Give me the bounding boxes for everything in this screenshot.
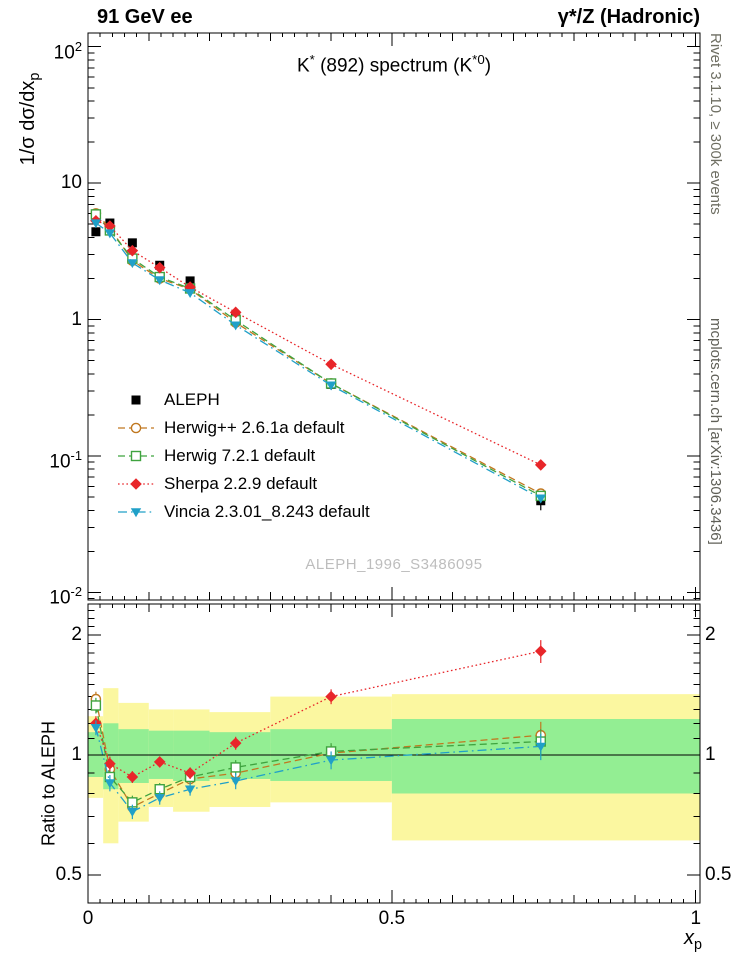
marker-triangle-down-icon [154, 276, 165, 286]
analysis-watermark: ALEPH_1996_S3486095 [305, 556, 483, 573]
y-axis-tick-label-ratio-right: 2 [705, 623, 716, 645]
y-axis-tick-label-top: 102 [53, 38, 82, 64]
legend-item-herwig-2-6-1a-default: Herwig++ 2.6.1a default [116, 414, 370, 442]
spectrum-series-vincia-2-3-01-8-243-default [90, 219, 546, 504]
marker-triangle-down-icon [535, 494, 546, 504]
y-axis-tick-label-top: 10 [60, 172, 82, 194]
x-axis-label-sub: p [694, 937, 703, 953]
marker-diamond-filled-icon [229, 306, 242, 319]
rivet-version-text: Rivet 3.1.10, ≥ 300k events [707, 33, 724, 215]
series-line [95, 727, 541, 813]
marker-triangle-down-icon [130, 508, 142, 518]
legend-label: Vincia 2.3.01_8.243 default [164, 502, 370, 521]
y-axis-tick-label-top: 1 [71, 308, 82, 330]
top-panel-frame [87, 32, 701, 601]
x-axis-label: xp [684, 927, 702, 953]
plot-title: K* (892) spectrum (K*0) [88, 52, 700, 77]
legend-item-herwig-7-2-1-default: Herwig 7.2.1 default [116, 442, 370, 470]
legend: ALEPH Herwig++ 2.6.1a default Herwig 7.2.1… [116, 386, 370, 526]
y-axis-tick-label-ratio-left: 1 [71, 743, 82, 765]
marker-square-open-icon [90, 700, 102, 711]
legend-label: Herwig++ 2.6.1a default [164, 418, 345, 437]
y-axis-label-top-sub: p [27, 72, 43, 81]
y-axis-label-bottom: Ratio to ALEPH [38, 720, 59, 847]
marker-triangle-down-icon [184, 289, 196, 299]
marker-diamond-filled-icon [229, 737, 242, 749]
y-axis-tick-label-ratio-left: 2 [71, 623, 82, 645]
uncertainty-bands [88, 688, 700, 844]
y-axis-tick-label-ratio-left: 0.5 [55, 863, 82, 885]
plot-title-post: ) [484, 55, 492, 77]
y-axis-tick-label-ratio-right: 1 [705, 743, 716, 765]
marker-triangle-down-icon [127, 808, 138, 817]
marker-triangle-down-icon [154, 794, 165, 804]
marker-triangle-down-icon [325, 756, 337, 766]
marker-triangle-down-icon [104, 229, 116, 239]
legend-label: Herwig 7.2.1 default [164, 446, 316, 465]
marker-diamond-filled-icon [104, 757, 116, 770]
marker-triangle-down-icon [535, 742, 546, 752]
y-axis-tick-label-top: 10-2 [49, 584, 82, 609]
marker-triangle-down-icon [184, 785, 196, 795]
y-axis-tick-label-ratio-right: 0.5 [705, 863, 732, 885]
marker-diamond-filled-icon [325, 358, 337, 371]
green-band-bin [391, 719, 700, 794]
marker-diamond-filled-icon [534, 645, 547, 657]
legend-marker-icon [118, 450, 154, 462]
marker-triangle-down-icon [127, 259, 138, 269]
marker-square-filled-icon [127, 238, 137, 248]
process-title: γ*/Z (Hadronic) [557, 6, 700, 28]
marker-diamond-filled-icon [153, 756, 166, 768]
series-line [95, 650, 541, 778]
marker-triangle-down-icon [230, 777, 241, 787]
legend-marker-icon [131, 395, 141, 405]
legend-item-vincia-2-3-01-8-243-default: Vincia 2.3.01_8.243 default [116, 498, 370, 526]
marker-diamond-filled-icon [130, 478, 142, 490]
ratio-series-vincia-2-3-01-8-243-default [90, 720, 546, 820]
y-axis-label-top-text: 1/σ dσ/dx [17, 80, 39, 166]
legend-marker-icon [118, 478, 154, 490]
legend-label: Sherpa 2.2.9 default [164, 474, 318, 493]
marker-diamond-filled-icon [184, 767, 196, 779]
legend-item-sherpa-2-2-9-default: Sherpa 2.2.9 default [116, 470, 370, 498]
marker-triangle-down-icon [90, 219, 102, 229]
marker-diamond-filled-icon [325, 690, 337, 703]
marker-square-filled-icon [91, 227, 101, 237]
marker-triangle-down-icon [325, 381, 337, 391]
marker-square-filled-icon [185, 276, 195, 286]
x-axis-tick-label: 1 [690, 908, 702, 929]
series-line [95, 222, 542, 499]
marker-triangle-down-icon [230, 321, 241, 331]
mcplots-reference-text: mcplots.cern.ch [arXiv:1306.3436] [707, 318, 724, 545]
marker-triangle-down-icon [104, 779, 116, 789]
marker-square-filled-icon [131, 395, 141, 405]
legend-marker-icon [118, 508, 154, 518]
plot-title-mid: (892) spectrum (K [314, 55, 473, 77]
legend-label: ALEPH [164, 390, 220, 409]
marker-diamond-filled-icon [104, 220, 116, 232]
marker-triangle-down-icon [90, 723, 102, 733]
plot-title-sup2: *0 [472, 52, 485, 67]
plot-title-sup1: * [309, 52, 315, 67]
legend-marker-icon [118, 422, 154, 434]
legend-item-aleph: ALEPH [116, 386, 370, 414]
beam-energy-title: 91 GeV ee [97, 6, 193, 28]
x-axis-label-text: x [684, 927, 694, 949]
marker-diamond-filled-icon [534, 459, 547, 471]
bottom-panel-frame [87, 603, 701, 904]
plot-title-text: K [296, 55, 310, 77]
marker-diamond-filled-icon [153, 261, 166, 274]
marker-circle-open-icon [130, 422, 142, 434]
axis-ticks [87, 33, 700, 903]
x-axis-tick-label: 0.5 [378, 908, 406, 929]
marker-diamond-filled-icon [126, 771, 139, 783]
marker-square-open-icon [230, 762, 241, 773]
marker-diamond-filled-icon [126, 244, 139, 257]
x-axis-tick-label: 0 [82, 908, 94, 929]
marker-square-open-icon [130, 450, 142, 462]
y-axis-tick-label-top: 10-1 [49, 447, 82, 473]
